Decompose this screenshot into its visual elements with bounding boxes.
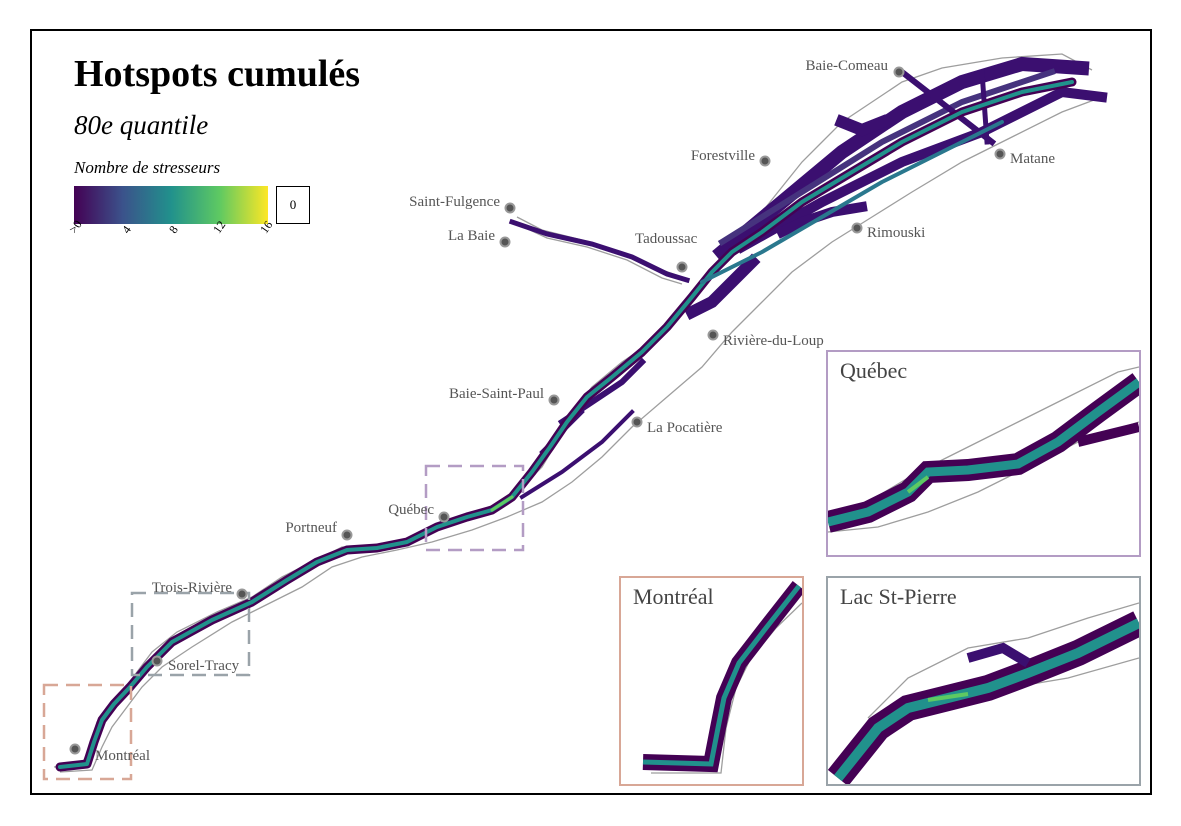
city-label: Rivière-du-Loup bbox=[723, 333, 824, 349]
city-label: Matane bbox=[1010, 151, 1055, 167]
main-channel bbox=[55, 77, 1077, 772]
inset-montreal: Montréal bbox=[619, 576, 804, 786]
inset-label: Québec bbox=[840, 358, 908, 383]
city-label: Rimouski bbox=[867, 225, 925, 241]
map-frame: Baie-Comeau Matane Forestville Rimouski … bbox=[30, 29, 1152, 795]
inset-lac-st-pierre: Lac St-Pierre bbox=[826, 576, 1141, 786]
city-label: Forestville bbox=[691, 148, 756, 164]
legend-zero-box: 0 bbox=[276, 186, 310, 224]
legend-title: Nombre de stresseurs bbox=[74, 158, 221, 177]
city-label: Montréal bbox=[95, 748, 150, 764]
city-label: La Pocatière bbox=[647, 420, 723, 436]
inset-quebec-map bbox=[828, 366, 1139, 533]
map-title: Hotspots cumulés bbox=[74, 53, 361, 95]
city-label: Trois-Rivière bbox=[152, 580, 233, 596]
city-labels: Baie-Comeau Matane Forestville Rimouski … bbox=[95, 58, 1055, 764]
inset-boxes bbox=[42, 464, 525, 781]
city-label: Québec bbox=[388, 502, 434, 518]
city-label: Tadoussac bbox=[635, 231, 698, 247]
estuary-map: Baie-Comeau Matane Forestville Rimouski … bbox=[42, 53, 1108, 781]
inset-montreal-map bbox=[642, 581, 802, 774]
colorbar bbox=[74, 186, 268, 224]
inset-label: Montréal bbox=[633, 584, 714, 609]
map-subtitle: 80e quantile bbox=[74, 110, 209, 140]
inset-lac-map bbox=[828, 602, 1139, 784]
city-label: Baie-Comeau bbox=[806, 58, 889, 74]
city-label: Baie-Saint-Paul bbox=[449, 386, 544, 402]
city-points bbox=[69, 66, 1006, 755]
inset-label: Lac St-Pierre bbox=[840, 584, 957, 609]
city-label: Sorel-Tracy bbox=[168, 658, 240, 674]
city-label: La Baie bbox=[448, 228, 495, 244]
city-label: Saint-Fulgence bbox=[409, 194, 500, 210]
city-label: Portneuf bbox=[285, 520, 337, 536]
inset-quebec: Québec bbox=[826, 350, 1141, 557]
